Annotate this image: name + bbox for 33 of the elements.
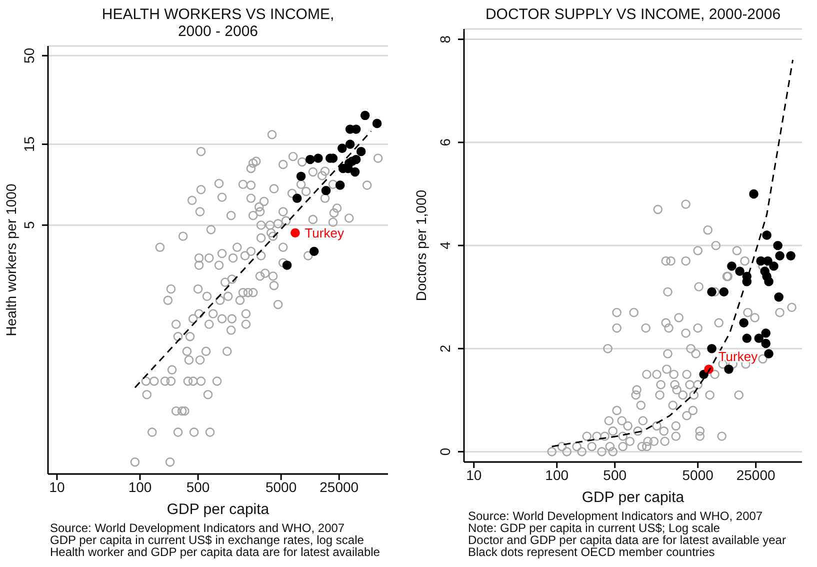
x-axis-title: GDP per capita bbox=[166, 501, 270, 518]
y-tick-label: 8 bbox=[437, 35, 453, 44]
y-tick-label: 5 bbox=[21, 221, 37, 230]
x-tick-label: 5000 bbox=[682, 466, 714, 483]
y-axis-title: Doctors per 1,000 bbox=[413, 190, 429, 302]
source-note: Source: World Development Indicators and WHO, 2007 bbox=[468, 509, 764, 523]
y-tick-label: 2 bbox=[437, 344, 453, 352]
y-tick-label: 4 bbox=[437, 241, 453, 250]
y-tick-label: 50 bbox=[21, 48, 37, 64]
text: Note: GDP per capita in current US$; Log scale bbox=[468, 521, 720, 535]
series-label: Turkey bbox=[304, 225, 344, 240]
x-tick-label: 10 bbox=[466, 466, 482, 483]
x-tick-label: 10 bbox=[49, 478, 65, 495]
chart-title: DOCTOR SUPPLY VS INCOME, 2000-2006 bbox=[484, 6, 782, 23]
y-tick-label: 15 bbox=[21, 136, 37, 152]
text: Health worker and GDP per capita data are for latest available bbox=[50, 545, 381, 559]
x-tick-label: 500 bbox=[186, 478, 210, 495]
x-tick-label: 100 bbox=[545, 466, 569, 483]
text: Doctor and GDP per capita data are for latest available year bbox=[468, 533, 787, 547]
x-tick-label: 25000 bbox=[736, 466, 776, 483]
chart-title: HEALTH WORKERS VS INCOME, 2000 - 2006 bbox=[100, 6, 336, 40]
text: GDP per capita in current US$ in exchange rates, log scale bbox=[50, 533, 365, 547]
y-tick-label: 0 bbox=[437, 448, 453, 456]
text: Black dots represent OECD member countries bbox=[468, 545, 716, 559]
x-tick-label: 25000 bbox=[320, 478, 359, 495]
x-tick-label: 5000 bbox=[265, 478, 297, 495]
y-tick-label: 6 bbox=[437, 138, 453, 146]
source-note: Source: World Development Indicators and WHO, 2007 bbox=[50, 521, 346, 535]
x-axis-title: GDP per capita bbox=[580, 489, 686, 506]
x-tick-label: 500 bbox=[603, 466, 627, 483]
y-axis-title: Health workers per 1000 bbox=[3, 184, 19, 336]
series-label: Turkey bbox=[718, 348, 758, 364]
x-tick-label: 100 bbox=[128, 478, 152, 495]
